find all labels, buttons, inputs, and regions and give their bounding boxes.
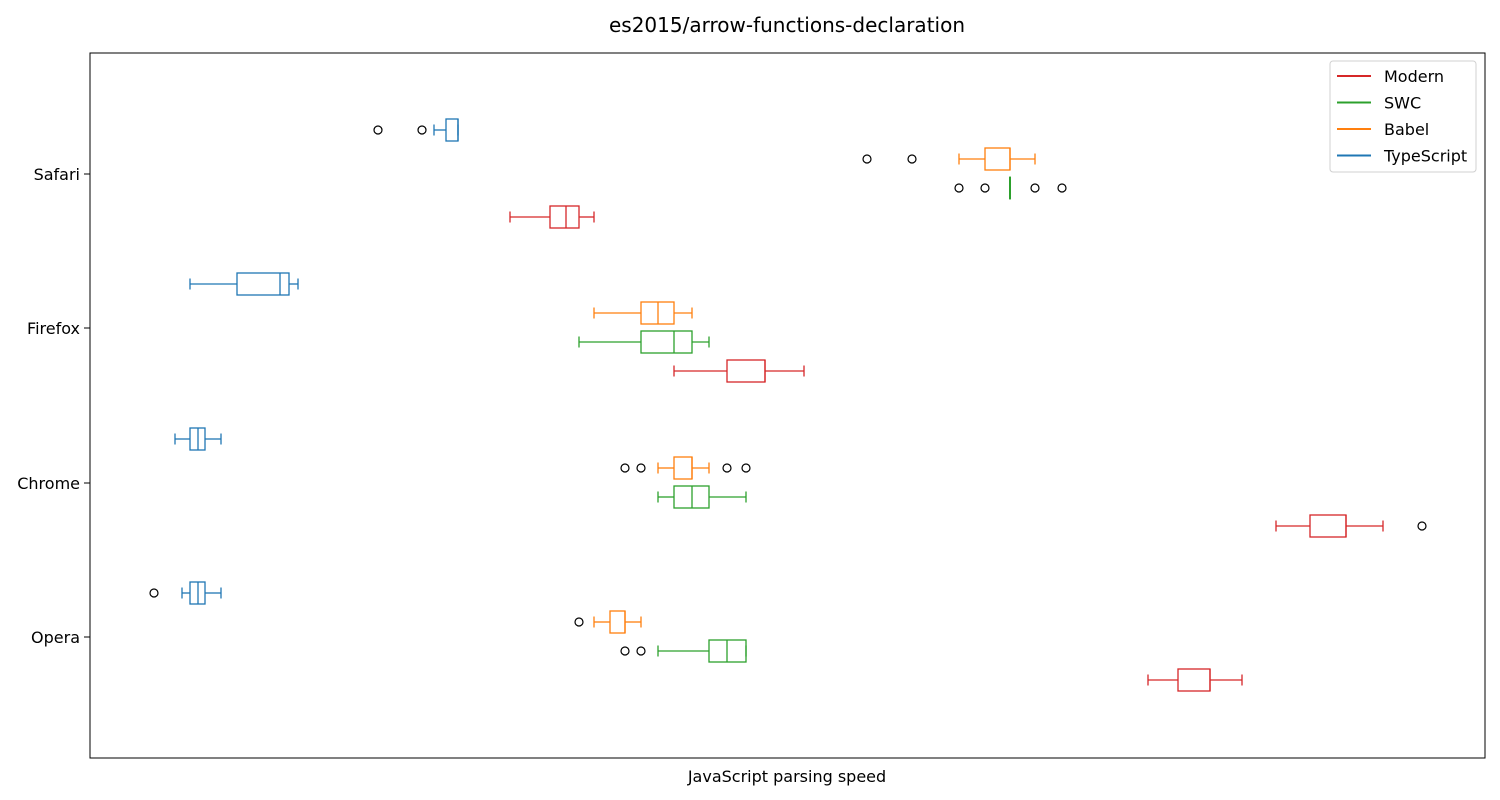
box-typescript-safari: [373, 118, 459, 142]
box-modern-firefox: [673, 359, 805, 383]
box-swc-safari-outlier-1: [980, 183, 990, 193]
y-axis: Opera Chrome Firefox Safari: [17, 165, 90, 647]
box-babel-safari-outlier-0: [862, 154, 872, 164]
chart-title: es2015/arrow-functions-declaration: [609, 13, 965, 37]
box-babel-opera: [574, 610, 642, 634]
box-modern-safari: [509, 205, 595, 229]
box-swc-opera: [620, 639, 747, 663]
box-babel-chrome-outlier-2: [722, 463, 732, 473]
series-babel: [574, 147, 1036, 634]
box-typescript-safari-iqr: [445, 118, 459, 142]
box-typescript-firefox: [189, 272, 299, 296]
box-typescript-safari-outlier-1: [417, 125, 427, 135]
box-modern-opera-iqr: [1177, 668, 1211, 692]
y-tick-label-safari: Safari: [34, 165, 80, 184]
box-modern-chrome-iqr: [1309, 514, 1347, 538]
box-typescript-firefox-iqr: [236, 272, 290, 296]
box-babel-safari: [862, 147, 1036, 171]
box-babel-opera-iqr: [609, 610, 626, 634]
series-modern: [509, 205, 1427, 692]
legend-label-swc: SWC: [1384, 94, 1421, 113]
box-swc-safari-outlier-2: [1030, 183, 1040, 193]
legend-box: [1329, 60, 1477, 173]
box-modern-chrome-outlier-0: [1417, 521, 1427, 531]
series-swc: [578, 176, 1067, 663]
box-modern-firefox-iqr: [726, 359, 766, 383]
box-babel-firefox: [593, 301, 693, 325]
box-babel-chrome: [620, 456, 751, 480]
x-axis-label: JavaScript parsing speed: [687, 767, 886, 786]
box-babel-chrome-outlier-3: [741, 463, 751, 473]
box-swc-opera-outlier-1: [636, 646, 646, 656]
box-modern-safari-iqr: [549, 205, 580, 229]
box-babel-chrome-iqr: [673, 456, 693, 480]
y-tick-label-chrome: Chrome: [17, 474, 80, 493]
legend: Modern SWC Babel TypeScript: [1329, 60, 1477, 173]
plot-frame: [89, 52, 1486, 759]
box-babel-safari-iqr: [984, 147, 1011, 171]
legend-label-babel: Babel: [1384, 120, 1429, 139]
box-swc-firefox: [578, 330, 710, 354]
box-babel-chrome-outlier-0: [620, 463, 630, 473]
y-tick-label-firefox: Firefox: [27, 319, 80, 338]
box-swc-safari-outlier-3: [1057, 183, 1067, 193]
legend-label-typescript: TypeScript: [1383, 147, 1467, 166]
box-typescript-chrome: [174, 427, 222, 451]
box-swc-safari: [954, 176, 1067, 200]
box-typescript-opera: [149, 581, 222, 605]
y-tick-label-opera: Opera: [31, 628, 80, 647]
box-modern-opera: [1147, 668, 1243, 692]
plot-area: [149, 118, 1427, 692]
box-swc-firefox-iqr: [640, 330, 693, 354]
series-typescript: [149, 118, 459, 605]
box-swc-safari-outlier-0: [954, 183, 964, 193]
box-swc-chrome: [657, 485, 747, 509]
box-typescript-opera-outlier-0: [149, 588, 159, 598]
box-babel-chrome-outlier-1: [636, 463, 646, 473]
box-babel-safari-outlier-1: [907, 154, 917, 164]
box-swc-opera-outlier-0: [620, 646, 630, 656]
legend-label-modern: Modern: [1384, 67, 1444, 86]
box-typescript-safari-outlier-0: [373, 125, 383, 135]
box-modern-chrome: [1275, 514, 1427, 538]
box-babel-opera-outlier-0: [574, 617, 584, 627]
